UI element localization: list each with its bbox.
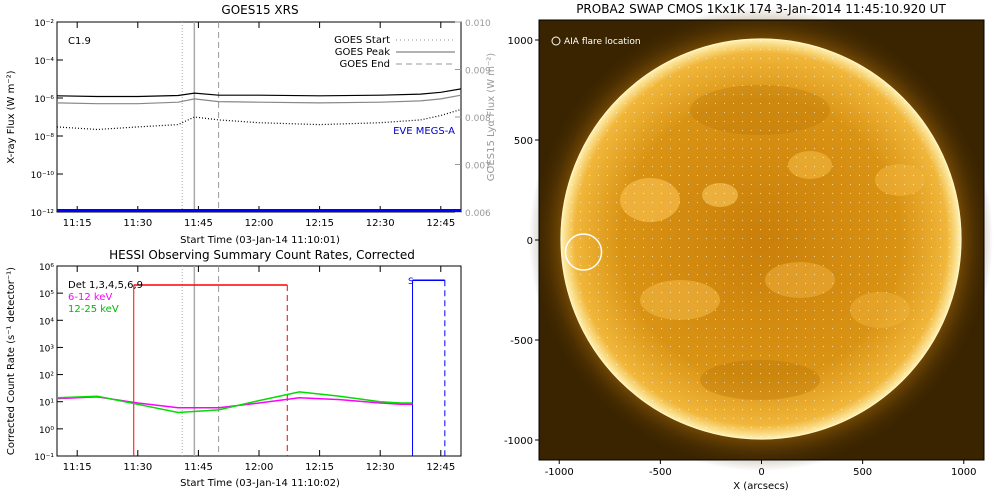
y-tick-label-4: 10⁻⁴ (34, 57, 54, 67)
y-tick-label-0: 1000 (508, 36, 533, 47)
x-tick-label-0: -1000 (545, 467, 574, 478)
hessi-axis-ticks: 11:15 11:30 11:45 12:00 12:15 12:30 12:45 10⁻¹ 1… (34, 263, 455, 473)
goes-title: GOES15 XRS (221, 3, 298, 17)
goes-series-line-2 (56, 108, 462, 131)
x-tick-label-2: 0 (758, 467, 764, 478)
x-tick-label-4: 12:15 (305, 218, 334, 229)
legend-goes-peak: GOES Peak (335, 47, 390, 58)
y-tick-label-5: 10⁴ (39, 317, 54, 327)
y-right-tick-label-3: 0.009 (465, 67, 491, 77)
y-tick-label-1: 10⁻¹⁰ (31, 171, 55, 181)
y-tick-label-0: 10⁻¹ (34, 453, 54, 463)
y-right-tick-label-1: 0.007 (465, 162, 491, 172)
hessi-legend: Det 1,3,4,5,6,9 6-12 keV 12-25 keV (68, 280, 143, 315)
x-tick-label-3: 12:00 (245, 218, 274, 229)
y-tick-label-2: 10⁻⁸ (34, 133, 54, 143)
goes-plot-frame (56, 21, 462, 213)
legend-goes-start: GOES Start (334, 35, 390, 46)
y-tick-label-1: 500 (514, 136, 533, 147)
y-right-tick-label-4: 0.010 (465, 19, 491, 29)
hessi-series-line-1 (56, 391, 413, 414)
y-tick-label-2: 0 (527, 236, 533, 247)
swap-axis-ticks: -1000 -500 0 500 1000 1000 500 0 -500 -1000 (504, 36, 977, 478)
x-tick-label-2: 11:45 (184, 218, 213, 229)
hessi-panel: HESSI Observing Summary Count Rates, Cor… (6, 248, 462, 489)
swap-legend-label: AIA flare location (564, 37, 641, 47)
x-tick-label-6: 12:45 (426, 218, 455, 229)
hessi-x-axis-label: Start Time (03-Jan-14 11:10:02) (180, 478, 340, 489)
x-tick-label-3: 12:00 (245, 462, 274, 473)
y-tick-label-6: 10⁵ (39, 290, 54, 300)
y-tick-label-4: 10³ (39, 344, 54, 354)
hessi-s-annotation: S (408, 277, 414, 287)
goes-flare-class: C1.9 (68, 36, 91, 47)
x-tick-label-0: 11:15 (63, 462, 92, 473)
goes-y-axis-label-right: GOES15 Lyα Flux (W m⁻²) (486, 53, 497, 181)
x-tick-label-2: 11:45 (184, 462, 213, 473)
x-tick-label-1: 11:30 (123, 218, 152, 229)
solar-limb (560, 38, 962, 440)
goes-panel: GOES15 XRS 11:15 11:30 11:45 12:00 12:15 12:3… (6, 3, 497, 246)
goes-eve-annotation: EVE MEGS-A (393, 126, 455, 137)
sun-surface-features (561, 39, 961, 439)
goes-axis-ticks: 11:15 11:30 11:45 12:00 12:15 12:30 12:45 10⁻¹²… (31, 19, 491, 229)
hessi-y-axis-label: Corrected Count Rate (s⁻¹ detector⁻¹) (6, 267, 17, 455)
x-tick-label-4: 12:15 (305, 462, 334, 473)
swap-image-panel: PROBA2 SWAP CMOS 1Kx1K 174 3-Jan-2014 11… (504, 2, 993, 492)
hessi-plot-marks (56, 266, 446, 456)
x-tick-label-5: 12:30 (366, 462, 395, 473)
y-right-tick-label-2: 0.008 (465, 114, 491, 124)
x-tick-label-1: -500 (649, 467, 672, 478)
x-tick-label-3: 500 (853, 467, 872, 478)
goes-plot-marks (56, 22, 462, 212)
legend-goes-end: GOES End (340, 59, 390, 70)
x-tick-label-0: 11:15 (63, 218, 92, 229)
y-tick-label-0: 10⁻¹² (31, 209, 55, 219)
legend-flare-circle-icon (551, 36, 561, 46)
x-tick-label-5: 12:30 (366, 218, 395, 229)
y-tick-label-5: 10⁻² (34, 19, 54, 29)
hessi-plot-frame (56, 265, 462, 457)
y-tick-label-7: 10⁶ (39, 263, 54, 273)
goes-series-line-0 (56, 88, 462, 98)
goes-legend: GOES Start GOES Peak GOES End (334, 35, 455, 70)
y-tick-label-3: 10² (39, 372, 54, 382)
goes-series-line-1 (56, 94, 462, 105)
goes-y-axis-label: X-ray Flux (W m⁻²) (6, 70, 17, 163)
y-tick-label-3: -500 (510, 336, 533, 347)
legend-12-25-kev: 12-25 keV (68, 304, 119, 315)
y-tick-label-4: -1000 (504, 436, 533, 447)
legend-6-12-kev: 6-12 keV (68, 292, 112, 303)
swap-x-axis-label: X (arcsecs) (733, 481, 789, 492)
aia-flare-location-marker (564, 233, 603, 271)
hessi-detector-label: Det 1,3,4,5,6,9 (68, 280, 143, 291)
x-tick-label-4: 1000 (951, 467, 976, 478)
x-tick-label-1: 11:30 (123, 462, 152, 473)
y-tick-label-3: 10⁻⁶ (34, 95, 54, 105)
x-tick-label-6: 12:45 (426, 462, 455, 473)
goes-x-axis-label: Start Time (03-Jan-14 11:10:01) (180, 235, 340, 246)
y-right-tick-label-0: 0.006 (465, 209, 491, 219)
y-tick-label-1: 10⁰ (39, 426, 54, 436)
hessi-title: HESSI Observing Summary Count Rates, Cor… (109, 248, 415, 262)
y-tick-label-2: 10¹ (39, 399, 54, 409)
